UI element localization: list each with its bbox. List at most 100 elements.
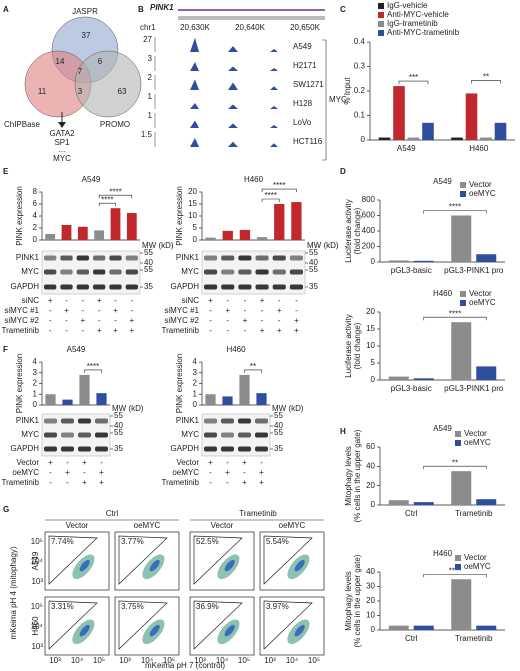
condition-sign: - — [49, 468, 52, 477]
gene-name: PINK1 — [150, 3, 174, 12]
blot-band — [221, 269, 235, 275]
group-label: Trametinib — [239, 509, 277, 518]
condition-sign: + — [242, 458, 247, 467]
coord: 20,630K — [180, 23, 210, 32]
y-tick-label: 4 — [33, 211, 38, 220]
y-tick-label: 1 — [33, 389, 38, 398]
group-label: Ctrl — [106, 509, 119, 518]
y-tick-label: 6 — [33, 199, 38, 208]
y-tick-label: 3 — [193, 368, 198, 377]
condition-label: Vector — [176, 458, 199, 467]
venn-count: 63 — [118, 87, 127, 96]
legend-swatch — [455, 431, 461, 437]
y-tick-label: 15 — [188, 199, 197, 208]
bar — [413, 378, 434, 380]
blot-band — [61, 418, 74, 424]
bar — [476, 254, 497, 262]
significance-bracket — [398, 80, 429, 85]
significance: **** — [449, 309, 461, 318]
condition-sign: + — [82, 478, 87, 487]
coord: 20,640K — [235, 23, 265, 32]
bar — [413, 260, 434, 262]
track-signal — [158, 103, 290, 109]
column-label: Vector — [211, 521, 234, 530]
y-axis-label: Mitophagy levels — [344, 446, 353, 506]
y-tick-label: 4 — [193, 357, 198, 366]
flow-core — [224, 559, 235, 572]
y-tick-label: 0 — [193, 235, 198, 244]
bar — [476, 366, 497, 380]
bar — [494, 122, 507, 140]
condition-sign: - — [130, 296, 133, 305]
blot-row-label: GAPDH — [171, 282, 200, 291]
significance: *** — [409, 73, 418, 82]
y-tick-label: 10 — [366, 341, 375, 350]
condition-sign: + — [129, 316, 134, 325]
legend-swatch — [378, 3, 384, 9]
legend-label: oeMYC — [464, 562, 491, 571]
track-signal — [158, 120, 290, 128]
blot-band — [109, 255, 122, 261]
y-tick-label: 10⁵ — [31, 537, 43, 546]
x-tick-label: 10³ — [194, 656, 206, 665]
x-tick-label: pGL3-PINK1 pro — [444, 266, 504, 275]
legend-label: Vector — [464, 429, 487, 438]
y-tick-label: 0 — [371, 500, 376, 509]
significance-bracket — [261, 198, 280, 202]
blot-band — [95, 418, 108, 424]
blot-band — [61, 446, 74, 452]
x-tick-label: pGL3-basic — [391, 266, 432, 275]
condition-sign: - — [209, 326, 212, 335]
condition-sign: + — [277, 326, 282, 335]
flow-gate — [48, 600, 98, 650]
bar — [451, 215, 472, 262]
y-axis-label: Mitophagy levels — [344, 571, 353, 631]
bar — [388, 625, 409, 630]
y-tick-label: 0 — [33, 235, 38, 244]
bar — [62, 399, 73, 405]
blot-band — [221, 418, 234, 424]
legend-swatch — [378, 30, 384, 36]
legend-swatch — [455, 555, 461, 561]
x-tick-label: 10³ — [49, 656, 61, 665]
blot-band — [93, 255, 106, 261]
row-label: H460 — [31, 616, 40, 636]
condition-sign: - — [98, 306, 101, 315]
bar — [451, 137, 463, 140]
x-tick-label: A549 — [397, 144, 416, 153]
condition-label: siMYC #2 — [4, 316, 39, 325]
condition-sign: - — [260, 458, 263, 467]
mw-title: MW (kD) — [307, 241, 339, 250]
mw-label: 35 — [144, 282, 153, 291]
flow-gate — [263, 600, 313, 650]
condition-sign: + — [243, 316, 248, 325]
condition-sign: - — [226, 316, 229, 325]
y-axis-label: PINK expression — [15, 186, 24, 246]
condition-sign: - — [49, 326, 52, 335]
flow-core — [294, 624, 305, 637]
condition-label: oeMYC — [172, 468, 199, 477]
bar — [45, 234, 56, 240]
condition-sign: - — [100, 458, 103, 467]
condition-sign: - — [226, 296, 229, 305]
condition-sign: + — [113, 306, 118, 315]
condition-sign: + — [259, 478, 264, 487]
x-tick-label: 10³ — [119, 656, 131, 665]
venn-count: 6 — [98, 57, 103, 66]
panel-label: A — [3, 5, 9, 14]
bar — [239, 374, 250, 405]
blot-band — [272, 255, 286, 261]
significance: ** — [250, 362, 256, 371]
y-tick-label: 0.2 — [354, 86, 366, 95]
gene-axis — [178, 16, 325, 20]
blot-band — [93, 269, 106, 275]
y-axis-label: Luciferase activity — [344, 314, 353, 378]
blot-band — [238, 255, 252, 261]
significance: ** — [483, 73, 489, 82]
condition-sign: - — [114, 296, 117, 305]
flow-gate — [48, 535, 98, 585]
mw-label: 40 — [274, 421, 283, 430]
y-tick-label: 8 — [33, 187, 38, 196]
condition-sign: - — [244, 326, 247, 335]
chart-title: A549 — [433, 424, 452, 433]
